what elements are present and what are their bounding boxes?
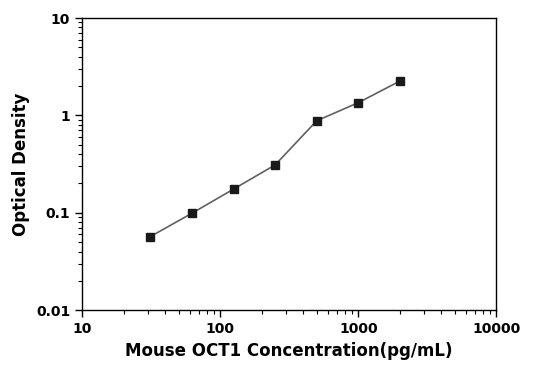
Y-axis label: Optical Density: Optical Density bbox=[12, 92, 30, 236]
X-axis label: Mouse OCT1 Concentration(pg/mL): Mouse OCT1 Concentration(pg/mL) bbox=[125, 341, 453, 359]
